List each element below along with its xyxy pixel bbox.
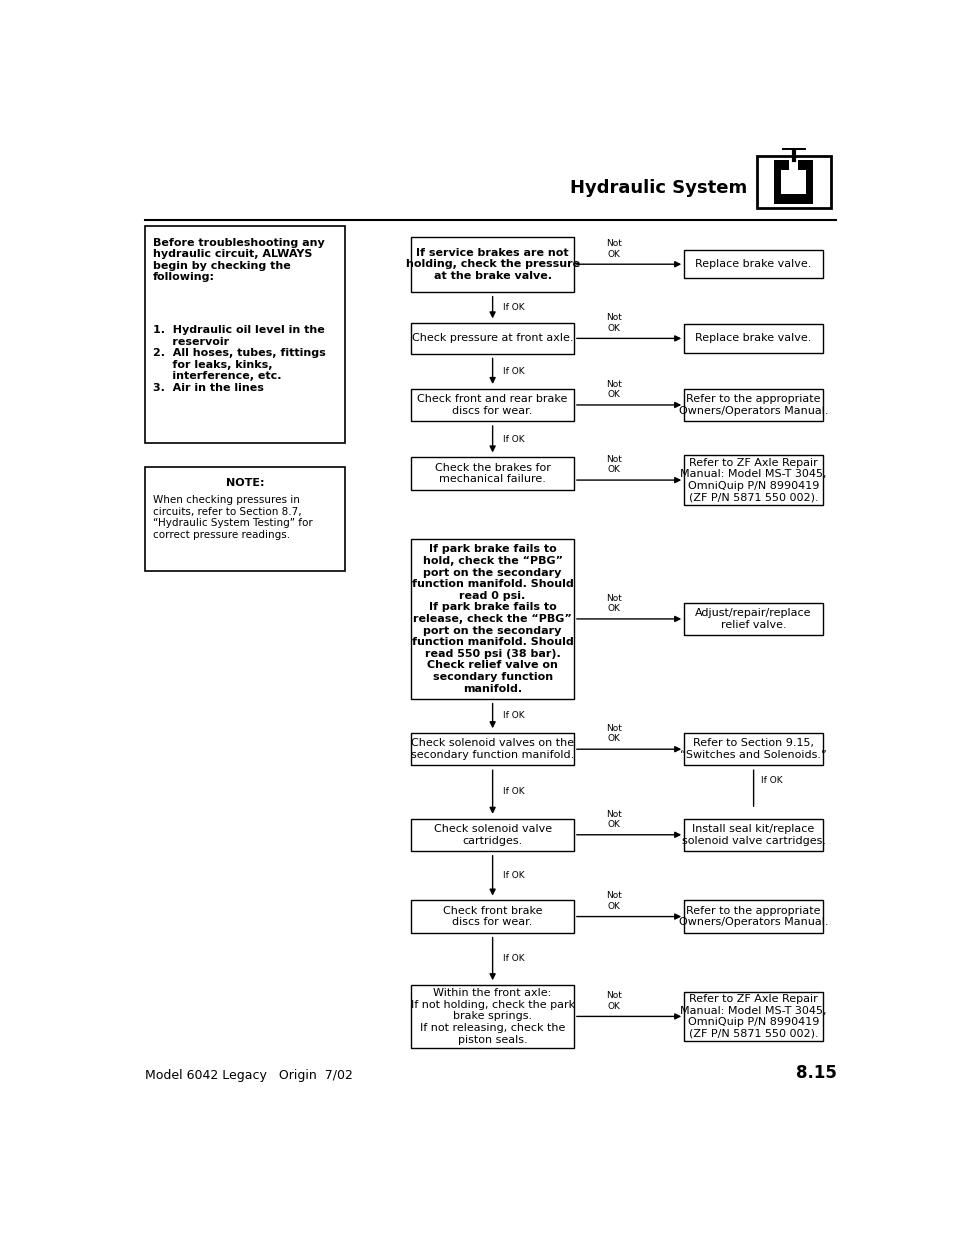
Text: Not
OK: Not OK <box>606 314 621 332</box>
FancyBboxPatch shape <box>411 389 574 421</box>
FancyBboxPatch shape <box>774 161 812 204</box>
Text: Not
OK: Not OK <box>606 380 621 399</box>
FancyBboxPatch shape <box>683 603 822 635</box>
Text: Check solenoid valve
cartridges.: Check solenoid valve cartridges. <box>433 824 551 846</box>
Text: Check front and rear brake
discs for wear.: Check front and rear brake discs for wea… <box>417 394 567 416</box>
Text: Within the front axle:
If not holding, check the park
brake springs.
If not rele: Within the front axle: If not holding, c… <box>410 988 574 1045</box>
FancyBboxPatch shape <box>683 734 822 766</box>
Text: Refer to ZF Axle Repair
Manual: Model MS-T 3045,
OmniQuip P/N 8990419
(ZF P/N 58: Refer to ZF Axle Repair Manual: Model MS… <box>679 458 826 503</box>
FancyBboxPatch shape <box>411 237 574 291</box>
Text: If OK: If OK <box>760 776 781 785</box>
Text: 8.15: 8.15 <box>795 1065 836 1082</box>
Text: Not
OK: Not OK <box>606 454 621 474</box>
Text: Model 6042 Legacy   Origin  7/02: Model 6042 Legacy Origin 7/02 <box>145 1070 353 1082</box>
FancyBboxPatch shape <box>683 819 822 851</box>
Text: Not
OK: Not OK <box>606 992 621 1010</box>
Text: Refer to Section 9.15,
“Switches and Solenoids.”: Refer to Section 9.15, “Switches and Sol… <box>679 739 826 760</box>
FancyBboxPatch shape <box>683 456 822 505</box>
FancyBboxPatch shape <box>411 734 574 766</box>
FancyBboxPatch shape <box>781 169 805 194</box>
Text: If OK: If OK <box>502 955 524 963</box>
Text: If OK: If OK <box>502 435 524 443</box>
Text: If OK: If OK <box>502 788 524 797</box>
FancyBboxPatch shape <box>411 457 574 489</box>
FancyBboxPatch shape <box>756 156 830 209</box>
Text: Install seal kit/replace
solenoid valve cartridges.: Install seal kit/replace solenoid valve … <box>680 824 824 846</box>
FancyBboxPatch shape <box>411 900 574 932</box>
Text: Before troubleshooting any
hydraulic circuit, ALWAYS
begin by checking the
follo: Before troubleshooting any hydraulic cir… <box>152 237 324 283</box>
Text: Check the brakes for
mechanical failure.: Check the brakes for mechanical failure. <box>435 463 550 484</box>
Text: Hydraulic System: Hydraulic System <box>570 179 747 198</box>
Text: Check front brake
discs for wear.: Check front brake discs for wear. <box>442 905 542 927</box>
Text: Refer to the appropriate
Owners/Operators Manual.: Refer to the appropriate Owners/Operator… <box>679 905 827 927</box>
Text: Check pressure at front axle.: Check pressure at front axle. <box>412 333 573 343</box>
Text: Refer to the appropriate
Owners/Operators Manual.: Refer to the appropriate Owners/Operator… <box>679 394 827 416</box>
FancyBboxPatch shape <box>145 467 344 572</box>
FancyBboxPatch shape <box>683 900 822 932</box>
FancyBboxPatch shape <box>411 538 574 699</box>
FancyBboxPatch shape <box>411 324 574 353</box>
FancyBboxPatch shape <box>145 226 344 443</box>
FancyBboxPatch shape <box>683 992 822 1041</box>
FancyBboxPatch shape <box>683 389 822 421</box>
FancyBboxPatch shape <box>683 324 822 353</box>
Text: Not
OK: Not OK <box>606 810 621 829</box>
Text: Replace brake valve.: Replace brake valve. <box>695 333 811 343</box>
Text: If OK: If OK <box>502 367 524 375</box>
Text: If service brakes are not
holding, check the pressure
at the brake valve.: If service brakes are not holding, check… <box>405 247 579 280</box>
Text: Adjust/repair/replace
relief valve.: Adjust/repair/replace relief valve. <box>695 608 811 630</box>
Text: Refer to ZF Axle Repair
Manual: Model MS-T 3045,
OmniQuip P/N 8990419
(ZF P/N 58: Refer to ZF Axle Repair Manual: Model MS… <box>679 994 826 1039</box>
FancyBboxPatch shape <box>788 161 797 169</box>
Text: Not
OK: Not OK <box>606 240 621 258</box>
Text: If OK: If OK <box>502 871 524 881</box>
Text: If park brake fails to
hold, check the “PBG”
port on the secondary
function mani: If park brake fails to hold, check the “… <box>412 545 573 694</box>
FancyBboxPatch shape <box>411 986 574 1047</box>
Text: Not
OK: Not OK <box>606 892 621 911</box>
Text: When checking pressures in
circuits, refer to Section 8.7,
“Hydraulic System Tes: When checking pressures in circuits, ref… <box>152 495 312 540</box>
Text: Replace brake valve.: Replace brake valve. <box>695 259 811 269</box>
FancyBboxPatch shape <box>683 249 822 278</box>
Text: Not
OK: Not OK <box>606 724 621 743</box>
Text: Not
OK: Not OK <box>606 594 621 614</box>
Text: If OK: If OK <box>502 303 524 312</box>
Text: NOTE:: NOTE: <box>226 478 264 488</box>
Text: Check solenoid valves on the
secondary function manifold.: Check solenoid valves on the secondary f… <box>411 739 574 760</box>
FancyBboxPatch shape <box>411 819 574 851</box>
Text: 1.  Hydraulic oil level in the
     reservoir
2.  All hoses, tubes, fittings
   : 1. Hydraulic oil level in the reservoir … <box>152 325 325 393</box>
Text: If OK: If OK <box>502 711 524 720</box>
